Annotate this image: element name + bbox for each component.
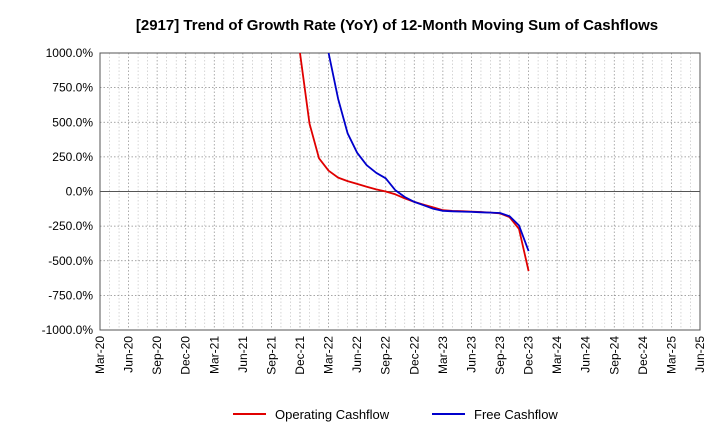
x-tick-label: Jun-20 <box>122 336 136 373</box>
x-tick-label: Jun-22 <box>350 336 364 373</box>
y-tick-label: 0.0% <box>66 185 94 199</box>
series-layer <box>299 53 530 272</box>
legend: Operating Cashflow Free Cashflow <box>233 407 558 422</box>
chart-title: [2917] Trend of Growth Rate (YoY) of 12-… <box>136 17 658 34</box>
x-tick-label: Sep-21 <box>264 336 278 375</box>
x-tick-label: Dec-24 <box>636 336 650 375</box>
x-tick-label: Jun-24 <box>579 336 593 373</box>
y-tick-label: 750.0% <box>52 81 93 95</box>
x-tick-label: Mar-20 <box>93 336 107 374</box>
x-tick-label: Dec-20 <box>179 336 193 375</box>
x-tick-label: Sep-24 <box>607 336 621 375</box>
plot-frame <box>99 52 701 331</box>
x-tick-label: Mar-21 <box>207 336 221 374</box>
y-tick-label: 1000.0% <box>46 46 94 60</box>
y-tick-label: 250.0% <box>52 150 93 164</box>
x-tick-label: Dec-23 <box>522 336 536 375</box>
legend-label-operating-cashflow: Operating Cashflow <box>275 407 390 422</box>
x-tick-label: Mar-22 <box>322 336 336 374</box>
legend-label-free-cashflow: Free Cashflow <box>474 407 558 422</box>
x-tick-label: Jun-21 <box>236 336 250 373</box>
x-tick-label: Jun-23 <box>464 336 478 373</box>
axis-layer: 1000.0% 750.0% 500.0% 250.0% 0.0% -250.0% -500… <box>42 46 707 375</box>
x-tick-label: Mar-23 <box>436 336 450 374</box>
y-tick-label: -500.0% <box>48 254 93 268</box>
x-tick-label: Sep-20 <box>150 336 164 375</box>
x-tick-label: Mar-25 <box>664 336 678 374</box>
x-tick-label: Mar-24 <box>550 336 564 374</box>
series-line-free-cashflow <box>327 53 530 252</box>
x-tick-label: Sep-22 <box>379 336 393 375</box>
grid-layer <box>100 53 700 330</box>
x-tick-label: Jun-25 <box>693 336 707 373</box>
y-tick-label: -1000.0% <box>42 323 94 337</box>
x-tick-label: Sep-23 <box>493 336 507 375</box>
x-tick-label: Dec-22 <box>407 336 421 375</box>
y-tick-label: 500.0% <box>52 115 93 129</box>
x-tick-label: Dec-21 <box>293 336 307 375</box>
y-tick-label: -750.0% <box>48 288 93 302</box>
y-tick-label: -250.0% <box>48 219 93 233</box>
